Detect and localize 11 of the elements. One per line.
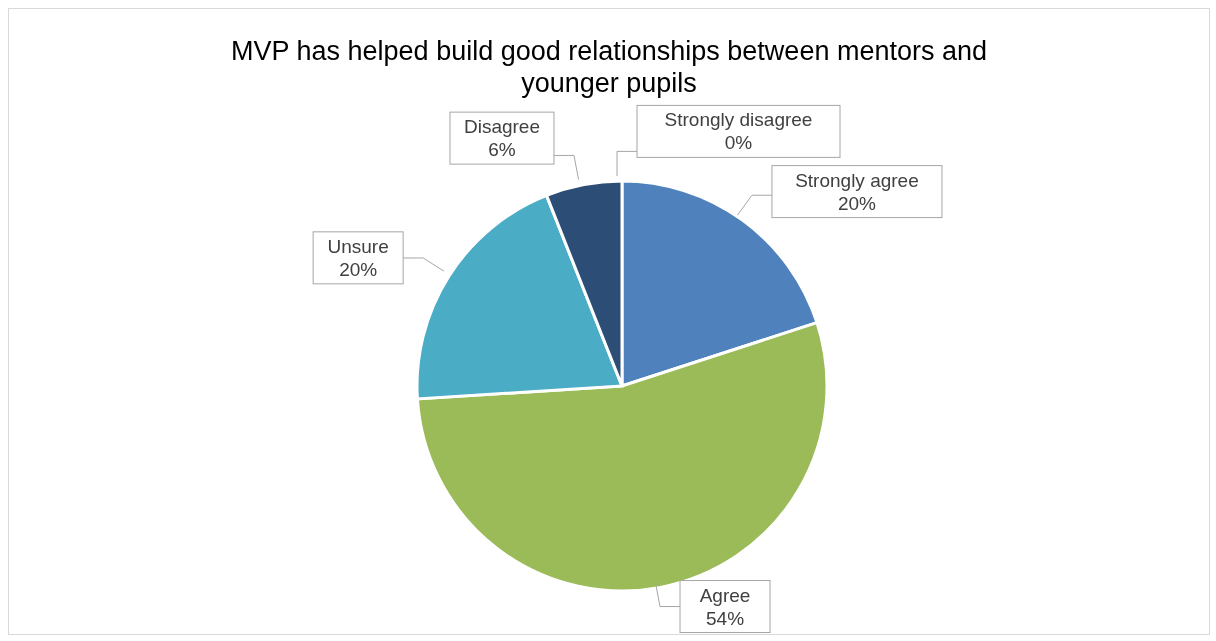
slice-label: Unsure	[327, 235, 389, 257]
slice-label: Disagree	[463, 116, 540, 138]
slice-label: Strongly agree	[795, 169, 919, 191]
data-label: 54%	[706, 607, 745, 629]
text: 0%	[724, 132, 753, 154]
chart-title: MVP has helped build good relationships between mentors and younger pupils	[230, 35, 988, 99]
data-label: 20%	[339, 258, 378, 280]
category-label: Strongly disagree	[664, 109, 813, 131]
slice-label: Agree	[699, 584, 751, 606]
data-label: 20%	[837, 192, 877, 214]
data-label: 6%	[488, 139, 516, 161]
